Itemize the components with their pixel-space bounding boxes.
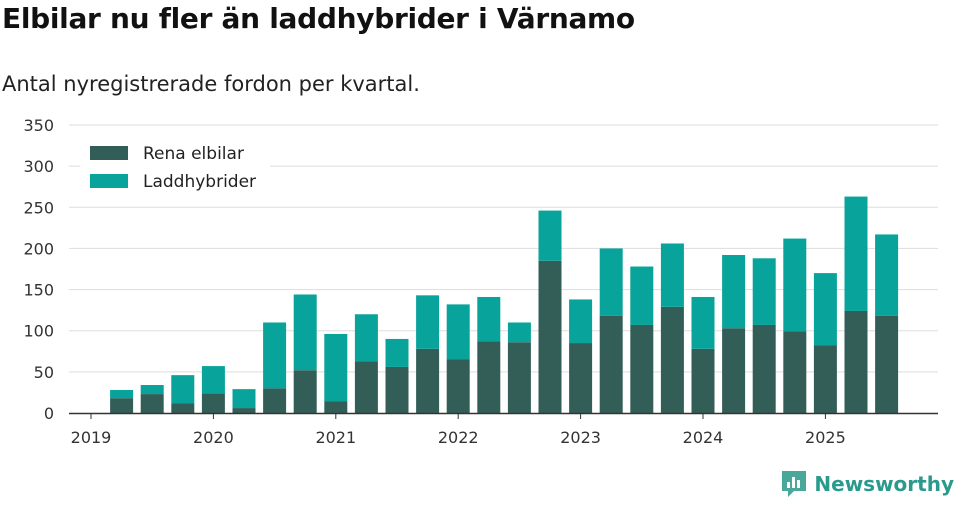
legend-label-electric: Rena elbilar [143, 144, 244, 164]
bar-hybrid-2021-Q2 [354, 314, 378, 362]
bar-hybrid-2024-Q2 [722, 255, 746, 329]
bar-hybrid-2022-Q3 [507, 322, 531, 343]
bar-electric-2022-Q3 [507, 342, 531, 413]
legend-swatch-hybrid [90, 174, 128, 188]
y-tick-label-100: 100 [23, 322, 54, 341]
bar-hybrid-2023-Q1 [569, 299, 593, 344]
bar-hybrid-2024-Q3 [752, 258, 776, 325]
bar-hybrid-2020-Q2 [232, 389, 256, 409]
bar-electric-2023-Q2 [599, 315, 623, 413]
bar-hybrid-2020-Q4 [293, 294, 317, 371]
bar-electric-2021-Q1 [324, 401, 348, 413]
bar-hybrid-2025-Q2 [844, 196, 868, 311]
bar-hybrid-2022-Q1 [446, 304, 470, 360]
bar-hybrid-2024-Q1 [691, 296, 715, 349]
y-tick-label-200: 200 [23, 239, 54, 258]
bar-electric-2023-Q1 [569, 343, 593, 413]
bar-electric-2019-Q2 [110, 398, 134, 413]
chart-title: Elbilar nu fler än laddhybrider i Värnam… [2, 2, 635, 35]
bar-electric-2023-Q4 [660, 306, 684, 413]
bar-electric-2021-Q3 [385, 366, 409, 413]
bar-hybrid-2019-Q3 [140, 385, 164, 395]
bar-hybrid-2025-Q3 [875, 234, 899, 316]
x-tick-label-2021: 2021 [315, 428, 356, 447]
legend: Rena elbilar Laddhybrider [80, 137, 270, 197]
bar-electric-2020-Q3 [263, 388, 287, 413]
bar-electric-2022-Q4 [538, 260, 562, 413]
bar-hybrid-2021-Q3 [385, 338, 409, 367]
brand-name: Newsworthy [814, 472, 954, 496]
bar-hybrid-2019-Q4 [171, 375, 195, 404]
x-tick-label-2025: 2025 [805, 428, 846, 447]
x-tick-label-2022: 2022 [438, 428, 479, 447]
x-tick-label-2024: 2024 [683, 428, 724, 447]
bar-hybrid-2023-Q2 [599, 248, 623, 316]
bar-hybrid-2019-Q2 [110, 389, 134, 399]
bar-electric-2023-Q3 [630, 324, 654, 413]
y-tick-label-0: 0 [44, 404, 54, 423]
legend-label-hybrid: Laddhybrider [143, 172, 256, 192]
bar-electric-2024-Q4 [783, 331, 807, 413]
bar-hybrid-2020-Q1 [201, 366, 225, 394]
bar-hybrid-2021-Q4 [416, 295, 440, 349]
bar-hybrid-2023-Q3 [630, 266, 654, 325]
y-tick-label-50: 50 [34, 363, 54, 382]
bar-electric-2025-Q1 [813, 345, 837, 413]
bar-electric-2025-Q3 [875, 315, 899, 413]
bar-hybrid-2025-Q1 [813, 273, 837, 346]
y-tick-label-350: 350 [23, 116, 54, 135]
bar-hybrid-2022-Q2 [477, 296, 501, 342]
chart-subtitle: Antal nyregistrerade fordon per kvartal. [2, 72, 420, 96]
bar-electric-2024-Q1 [691, 348, 715, 413]
x-tick-label-2023: 2023 [560, 428, 601, 447]
y-axis: 0 50 100 150 200 250 300 350 [23, 116, 54, 423]
bar-electric-2020-Q4 [293, 370, 317, 413]
bar-electric-2021-Q2 [354, 361, 378, 413]
y-tick-label-150: 150 [23, 281, 54, 300]
bar-hybrid-2021-Q1 [324, 334, 348, 402]
bars [110, 196, 899, 413]
legend-swatch-electric [90, 146, 128, 160]
bar-electric-2024-Q2 [722, 328, 746, 413]
bar-hybrid-2022-Q4 [538, 210, 562, 261]
bar-electric-2024-Q3 [752, 324, 776, 413]
brand: Newsworthy [780, 469, 954, 499]
bar-electric-2020-Q2 [232, 408, 256, 413]
x-axis: 2019 2020 2021 2022 2023 2024 2025 [69, 412, 938, 447]
bar-electric-2019-Q4 [171, 403, 195, 413]
bar-electric-2025-Q2 [844, 310, 868, 413]
bar-hybrid-2023-Q4 [660, 243, 684, 307]
bar-hybrid-2020-Q3 [263, 322, 287, 389]
bar-electric-2021-Q4 [416, 348, 440, 413]
x-tick-label-2019: 2019 [71, 428, 112, 447]
y-tick-label-250: 250 [23, 198, 54, 217]
bar-electric-2022-Q1 [446, 359, 470, 413]
x-tick-label-2020: 2020 [193, 428, 234, 447]
newsworthy-logo-icon [782, 471, 807, 497]
bar-electric-2019-Q3 [140, 394, 164, 413]
y-tick-label-300: 300 [23, 157, 54, 176]
bar-hybrid-2024-Q4 [783, 238, 807, 332]
bar-electric-2020-Q1 [201, 393, 225, 413]
bar-electric-2022-Q2 [477, 341, 501, 413]
